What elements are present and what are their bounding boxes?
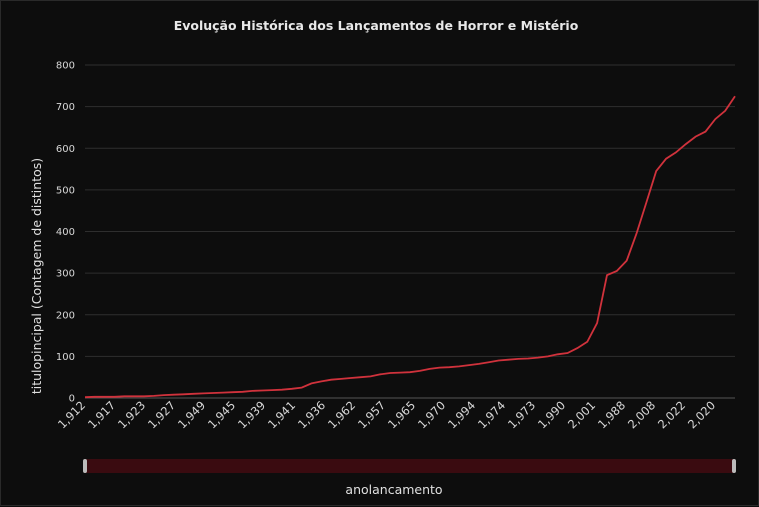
x-tick-label: 1,970 [415,398,448,431]
x-tick-label: 1,939 [235,398,268,431]
y-tick-label: 100 [56,352,75,363]
x-tick-label: 1,962 [325,398,358,431]
slider-left-handle[interactable] [83,459,87,473]
x-tick-label: 2,001 [565,398,598,431]
x-tick-label: 1,957 [355,398,388,431]
x-tick-label: 1,936 [295,398,328,431]
slider-track[interactable] [85,459,735,473]
x-tick-label: 1,917 [85,398,118,431]
x-tick-label: 1,927 [145,398,178,431]
y-tick-label: 300 [56,269,75,280]
x-tick-label: 1,945 [205,398,238,431]
series-line [84,95,736,399]
x-tick-label: 1,923 [115,398,148,431]
y-tick-label: 500 [56,185,75,196]
x-tick-label: 1,949 [175,398,208,431]
y-axis-ticks: 0 100 200 300 400 500 600 700 800 [56,61,75,405]
x-tick-label: 1,994 [445,398,478,431]
x-axis-label: anolancamento [345,482,442,497]
slider-right-handle[interactable] [732,459,736,473]
x-tick-label: 2,020 [685,398,718,431]
x-tick-label: 1,974 [475,398,508,431]
x-tick-label: 2,008 [625,398,658,431]
y-tick-label: 400 [56,227,75,238]
x-tick-label: 1,965 [385,398,418,431]
x-tick-label: 1,988 [595,398,628,431]
chart-title: Evolução Histórica dos Lançamentos de Ho… [174,18,579,33]
gridlines [85,64,735,399]
x-axis-ticks: 1,9121,9171,9231,9271,9491,9451,9391,941… [55,398,718,431]
x-tick-label: 1,990 [535,398,568,431]
y-axis-label: titulopincipal (Contagem de distintos) [29,158,44,394]
y-tick-label: 600 [56,144,75,155]
y-tick-label: 0 [69,394,75,405]
y-tick-label: 700 [56,102,75,113]
x-tick-label: 1,973 [505,398,538,431]
x-tick-label: 2,022 [655,398,688,431]
x-tick-label: 1,941 [265,398,298,431]
y-tick-label: 200 [56,310,75,321]
y-tick-label: 800 [56,61,75,72]
range-slider[interactable] [83,459,736,473]
